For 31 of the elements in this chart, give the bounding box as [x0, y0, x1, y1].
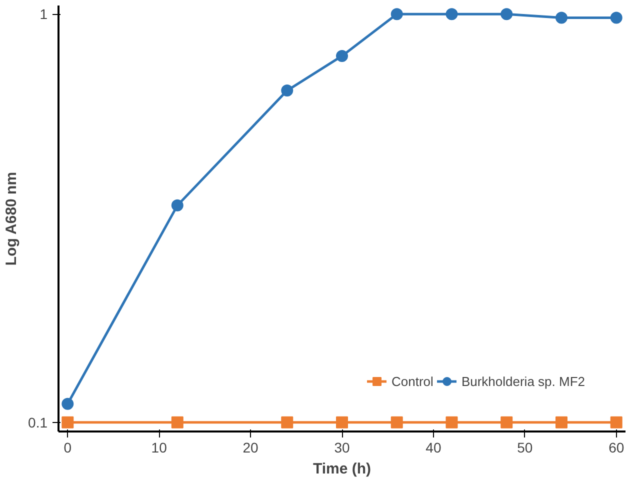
legend-label: Burkholderia sp. MF2 — [461, 374, 585, 388]
point — [336, 50, 348, 62]
x-tick-label: 30 — [334, 440, 350, 456]
point — [500, 8, 513, 20]
point — [281, 416, 294, 428]
point — [610, 12, 622, 24]
x-tick-label: 0 — [64, 440, 72, 456]
x-tick-label: 10 — [151, 440, 168, 456]
x-axis-title: Time (h) — [312, 460, 372, 478]
y-tick-label: 1 — [40, 6, 48, 22]
point — [281, 84, 294, 97]
point — [171, 199, 184, 212]
x-tick-label: 40 — [426, 440, 442, 456]
point — [446, 416, 458, 428]
point — [171, 416, 184, 428]
legend-label: Control — [392, 374, 434, 388]
point — [62, 398, 74, 410]
point — [555, 12, 568, 24]
y-axis-title: Log A680 nm — [3, 172, 20, 266]
point — [555, 416, 568, 428]
point — [446, 8, 458, 20]
x-tick-label: 20 — [242, 440, 259, 456]
point — [610, 416, 622, 428]
point — [62, 416, 74, 428]
x-tick-label: 60 — [608, 440, 624, 456]
y-tick-label: 0.1 — [28, 414, 48, 430]
x-tick-label: 50 — [517, 440, 533, 456]
point — [390, 416, 403, 428]
point — [390, 8, 403, 20]
point — [336, 416, 348, 428]
point — [500, 416, 513, 428]
